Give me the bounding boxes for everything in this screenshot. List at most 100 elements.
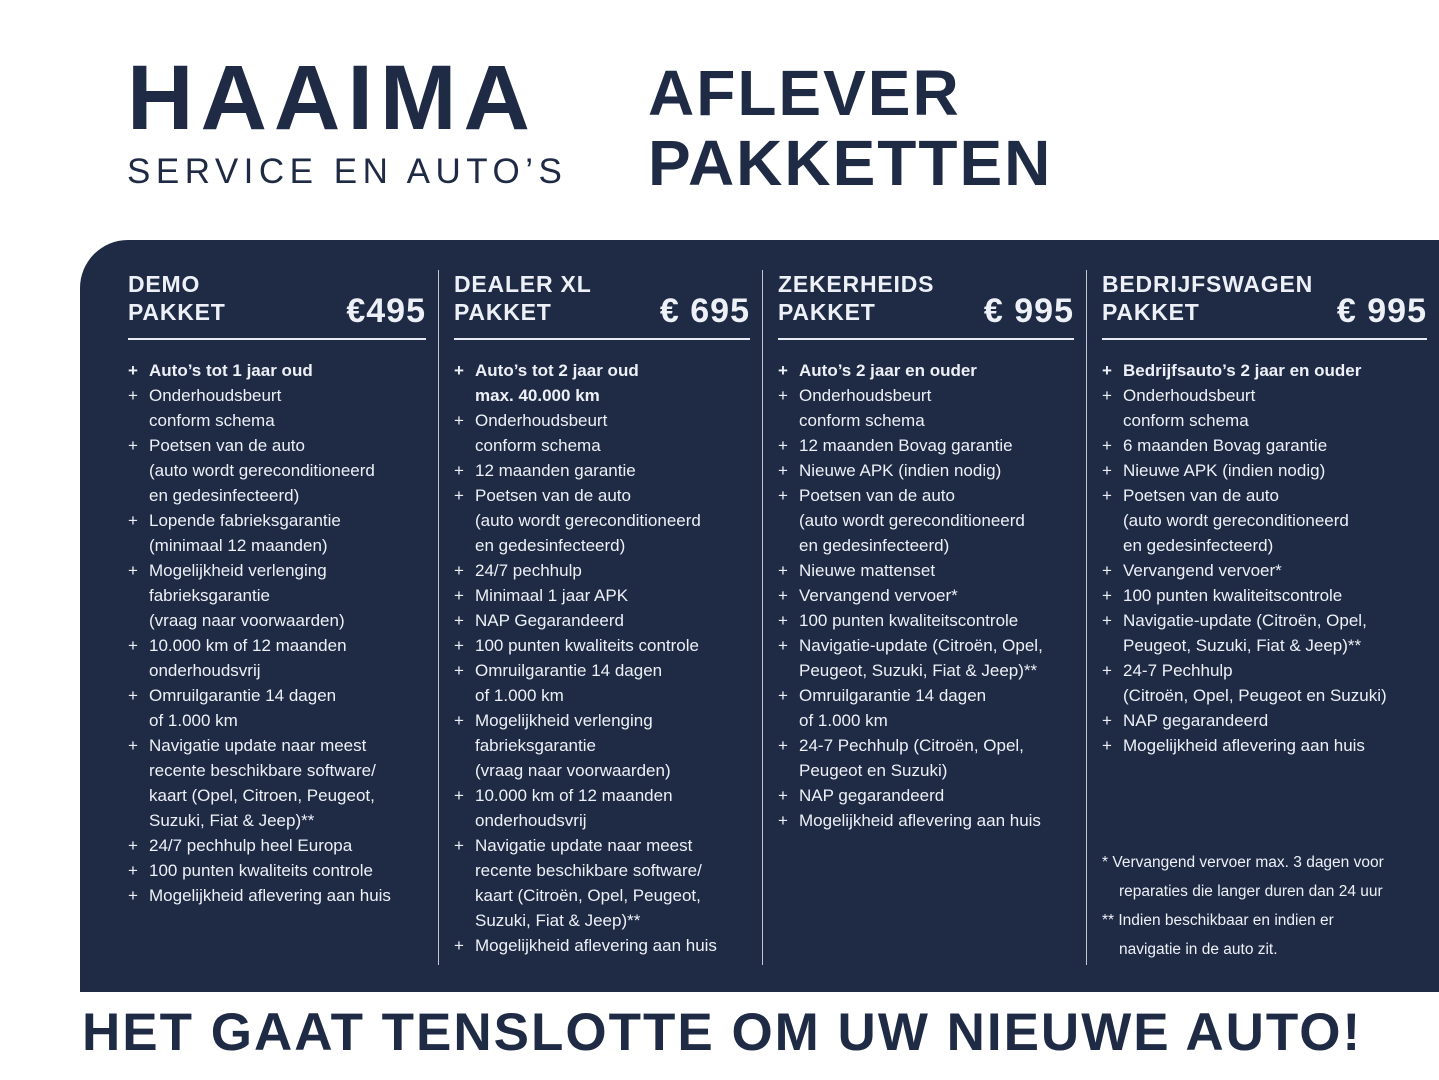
plus-bullet: + bbox=[778, 786, 788, 805]
feature-text: Nieuwe mattenset bbox=[799, 558, 1074, 583]
feature-line: of 1.000 km bbox=[149, 711, 238, 730]
feature-item: + Mogelijkheid aflevering aan huis bbox=[1102, 733, 1427, 758]
package-header: ZEKERHEIDS PAKKET € 995 bbox=[778, 270, 1074, 328]
feature-text: Mogelijkheid aflevering aan huis bbox=[799, 808, 1074, 833]
feature-line: 24/7 pechhulp bbox=[475, 561, 582, 580]
feature-item: + Poetsen van de auto (auto wordt gerecond… bbox=[454, 483, 750, 558]
plus-bullet: + bbox=[778, 561, 788, 580]
feature-line: Nieuwe mattenset bbox=[799, 561, 936, 580]
feature-item: + Auto’s 2 jaar en ouder bbox=[778, 358, 1074, 383]
feature-text: 100 punten kwaliteits controle bbox=[475, 633, 750, 658]
feature-item: + Mogelijkheid aflevering aan huis bbox=[128, 883, 426, 908]
feature-item: + Minimaal 1 jaar APK bbox=[454, 583, 750, 608]
brand-logo: HAAIMA SERVICE EN AUTO’S bbox=[127, 52, 567, 192]
feature-text: 24/7 pechhulp bbox=[475, 558, 750, 583]
feature-line: 10.000 km of 12 maanden bbox=[149, 636, 347, 655]
feature-item: + Mogelijkheid aflevering aan huis bbox=[778, 808, 1074, 833]
plus-bullet: + bbox=[1102, 611, 1112, 630]
feature-item: + Onderhoudsbeurt conform schema bbox=[454, 408, 750, 458]
feature-text: Bedrijfsauto’s 2 jaar en ouder bbox=[1123, 358, 1427, 383]
feature-line: Mogelijkheid aflevering aan huis bbox=[475, 936, 717, 955]
feature-text: Omruilgarantie 14 dagen of 1.000 km bbox=[799, 683, 1074, 733]
feature-line: Onderhoudsbeurt bbox=[149, 386, 282, 405]
feature-item: + Mogelijkheid verlenging fabrieksgarantie… bbox=[454, 708, 750, 783]
feature-text: 24/7 pechhulp heel Europa bbox=[149, 833, 426, 858]
plus-bullet: + bbox=[778, 586, 788, 605]
feature-text: 12 maanden garantie bbox=[475, 458, 750, 483]
feature-text: NAP Gegarandeerd bbox=[475, 608, 750, 633]
plus-bullet: + bbox=[1102, 711, 1112, 730]
feature-text: 100 punten kwaliteitscontrole bbox=[1123, 583, 1427, 608]
feature-item: +10.000 km of 12 maanden onderhoudsvrij bbox=[454, 783, 750, 833]
plus-bullet: + bbox=[128, 386, 138, 405]
feature-line: Mogelijkheid verlenging bbox=[475, 711, 653, 730]
feature-item: + Lopende fabrieksgarantie (minimaal 12 ma… bbox=[128, 508, 426, 558]
footnote-line: ** Indien beschikbaar en indien er bbox=[1102, 912, 1334, 929]
feature-line: Nieuwe APK (indien nodig) bbox=[1123, 461, 1326, 480]
footnote-line: reparaties die langer duren dan 24 uur bbox=[1119, 883, 1383, 900]
feature-text: Navigatie update naar meest recente besch… bbox=[149, 733, 426, 833]
feature-line: Poetsen van de auto bbox=[1123, 486, 1279, 505]
plus-bullet: + bbox=[778, 611, 788, 630]
feature-line: Poetsen van de auto bbox=[799, 486, 955, 505]
feature-item: + Omruilgarantie 14 dagen of 1.000 km bbox=[778, 683, 1074, 733]
package-column: BEDRIJFSWAGEN PAKKET € 995 + Bedrijfsauto’s … bbox=[1086, 270, 1439, 965]
feature-text: Nieuwe APK (indien nodig) bbox=[1123, 458, 1427, 483]
feature-line: Navigatie update naar meest bbox=[475, 836, 693, 855]
feature-item: +24/7 pechhulp bbox=[454, 558, 750, 583]
feature-item: + Bedrijfsauto’s 2 jaar en ouder bbox=[1102, 358, 1427, 383]
feature-line: fabrieksgarantie bbox=[149, 586, 270, 605]
feature-item: +12 maanden Bovag garantie bbox=[778, 433, 1074, 458]
feature-text: Mogelijkheid verlenging fabrieksgarantie (… bbox=[149, 558, 426, 633]
feature-line: 24/7 pechhulp heel Europa bbox=[149, 836, 353, 855]
feature-text: Mogelijkheid aflevering aan huis bbox=[475, 933, 750, 958]
plus-bullet: + bbox=[1102, 661, 1112, 680]
plus-bullet: + bbox=[1102, 436, 1112, 455]
feature-line: fabrieksgarantie bbox=[475, 736, 596, 755]
feature-text: 100 punten kwaliteits controle bbox=[149, 858, 426, 883]
plus-bullet: + bbox=[1102, 361, 1112, 380]
feature-line: 100 punten kwaliteits controle bbox=[149, 861, 373, 880]
plus-bullet: + bbox=[128, 511, 138, 530]
plus-bullet: + bbox=[454, 411, 464, 430]
feature-text: Omruilgarantie 14 dagen of 1.000 km bbox=[475, 658, 750, 708]
package-name-line1: DEMO bbox=[128, 271, 201, 297]
plus-bullet: + bbox=[128, 686, 138, 705]
feature-item: + Navigatie update naar meest recente besc… bbox=[454, 833, 750, 933]
feature-text: Poetsen van de auto (auto wordt gerecondi… bbox=[149, 433, 426, 508]
feature-line: Onderhoudsbeurt bbox=[1123, 386, 1256, 405]
feature-item: + Navigatie update naar meest recente besc… bbox=[128, 733, 426, 833]
feature-line: NAP gegarandeerd bbox=[1123, 711, 1269, 730]
feature-line: 100 punten kwaliteitscontrole bbox=[1123, 586, 1343, 605]
feature-line: en gedesinfecteerd) bbox=[149, 486, 300, 505]
feature-text: 24-7 Pechhulp (Citroën, Opel, Peugeot en … bbox=[1123, 658, 1427, 708]
feature-line: Mogelijkheid aflevering aan huis bbox=[799, 811, 1041, 830]
feature-line: Omruilgarantie 14 dagen bbox=[475, 661, 663, 680]
plus-bullet: + bbox=[128, 736, 138, 755]
package-column: ZEKERHEIDS PAKKET € 995 + Auto’s 2 jaar en o… bbox=[762, 270, 1086, 965]
feature-line: Peugeot en Suzuki) bbox=[799, 761, 948, 780]
plus-bullet: + bbox=[454, 461, 464, 480]
footnote-line: navigatie in de auto zit. bbox=[1119, 941, 1278, 958]
feature-text: Mogelijkheid aflevering aan huis bbox=[149, 883, 426, 908]
feature-line: en gedesinfecteerd) bbox=[475, 536, 626, 555]
package-column: DEMO PAKKET €495 + Auto’s tot 1 jaar oud + Ond… bbox=[80, 270, 438, 965]
feature-item: + Onderhoudsbeurt conform schema bbox=[1102, 383, 1427, 433]
feature-line: Mogelijkheid aflevering aan huis bbox=[1123, 736, 1365, 755]
feature-line: Minimaal 1 jaar APK bbox=[475, 586, 629, 605]
feature-line: Lopende fabrieksgarantie bbox=[149, 511, 341, 530]
feature-line: (vraag naar voorwaarden) bbox=[475, 761, 671, 780]
feature-line: Auto’s tot 1 jaar oud bbox=[149, 361, 313, 380]
plus-bullet: + bbox=[778, 636, 788, 655]
plus-bullet: + bbox=[454, 361, 464, 380]
feature-text: Nieuwe APK (indien nodig) bbox=[799, 458, 1074, 483]
feature-line: Suzuki, Fiat & Jeep)** bbox=[149, 811, 315, 830]
package-feature-list: + Auto’s tot 2 jaar oud max. 40.000 km + Ond… bbox=[454, 358, 750, 958]
plus-bullet: + bbox=[454, 936, 464, 955]
footnote: ** Indien beschikbaar en indien er naviga… bbox=[1102, 906, 1427, 964]
footnotes: * Vervangend vervoer max. 3 dagen voor re… bbox=[1102, 848, 1427, 964]
package-title-rule bbox=[778, 338, 1074, 340]
feature-text: Poetsen van de auto (auto wordt gerecondi… bbox=[799, 483, 1074, 558]
feature-line: max. 40.000 km bbox=[475, 386, 600, 405]
feature-item: +24/7 pechhulp heel Europa bbox=[128, 833, 426, 858]
